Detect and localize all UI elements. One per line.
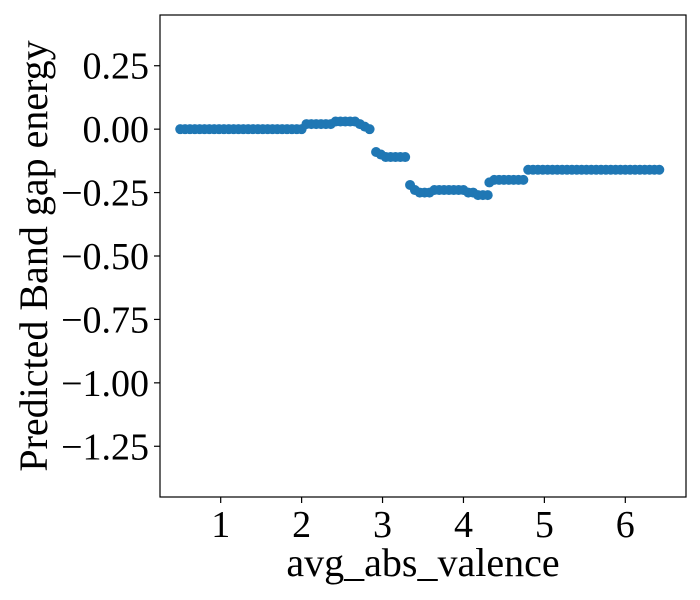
y-tick-label: −0.25 bbox=[61, 173, 149, 215]
y-tick-label: −1.25 bbox=[61, 426, 149, 468]
data-point bbox=[400, 152, 411, 163]
x-tick-label: 3 bbox=[373, 504, 392, 546]
data-point bbox=[654, 164, 665, 175]
x-tick-label: 4 bbox=[454, 504, 473, 546]
y-tick-label: 0.25 bbox=[83, 46, 150, 88]
x-axis-ticks: 1 2 3 4 5 6 bbox=[211, 497, 635, 546]
data-point bbox=[518, 174, 529, 185]
y-tick-label: 0.00 bbox=[83, 109, 150, 151]
x-axis-label: avg_abs_valence bbox=[286, 540, 559, 585]
x-tick-label: 6 bbox=[616, 504, 635, 546]
y-axis-label: Predicted Band gap energy bbox=[11, 40, 56, 471]
y-tick-label: −0.75 bbox=[61, 299, 149, 341]
x-tick-label: 2 bbox=[292, 504, 311, 546]
data-point bbox=[482, 190, 493, 201]
data-points bbox=[175, 116, 665, 201]
y-tick-label: −1.00 bbox=[61, 363, 149, 405]
y-axis-ticks: 0.25 0.00 −0.25 −0.50 −0.75 −1.00 −1.25 bbox=[61, 46, 160, 468]
x-tick-label: 5 bbox=[535, 504, 554, 546]
data-point bbox=[364, 124, 375, 135]
plot-frame bbox=[159, 14, 687, 498]
y-tick-label: −0.50 bbox=[61, 236, 149, 278]
x-tick-label: 1 bbox=[211, 504, 230, 546]
